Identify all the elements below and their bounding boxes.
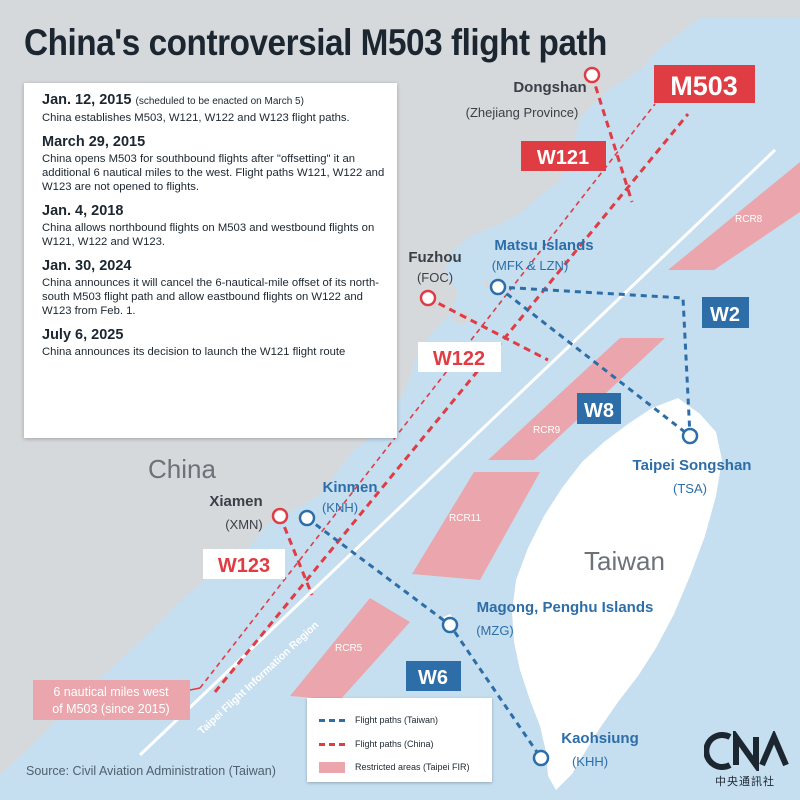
page-title: China's controversial M503 flight path bbox=[24, 22, 607, 63]
event-text: China establishes M503, W121, W122 and W… bbox=[42, 112, 350, 124]
legend-swatch-china bbox=[319, 742, 345, 746]
restricted-area-rcr9 bbox=[488, 338, 665, 460]
w2-badge bbox=[702, 297, 749, 328]
w8-badge bbox=[577, 393, 621, 424]
w122-flight-path bbox=[427, 296, 549, 362]
legend-swatch-restricted bbox=[319, 761, 345, 773]
cna-logo: 中央通訊社 bbox=[700, 731, 790, 791]
china-label: China bbox=[148, 454, 216, 484]
dongshan-code: (Zhejiang Province) bbox=[466, 105, 579, 120]
w8-label: W8 bbox=[584, 400, 614, 422]
timeline-event: Jan. 12, 2015 (scheduled to be enacted on… bbox=[42, 91, 387, 125]
matsu-code: (MFK & LZN) bbox=[492, 258, 569, 273]
w121-label: W121 bbox=[537, 147, 589, 169]
kaohsiung-name: Kaohsiung bbox=[561, 730, 639, 747]
w8-flight-path bbox=[497, 285, 691, 438]
offset-note-box bbox=[33, 680, 190, 720]
w122-badge bbox=[418, 342, 501, 372]
xiamen-name: Xiamen bbox=[209, 493, 262, 510]
w121-flight-path bbox=[590, 74, 634, 203]
restricted-area-rcr8 bbox=[668, 162, 800, 270]
rcr8-label: RCR8 bbox=[735, 214, 763, 225]
event-text: China announces its decision to launch t… bbox=[42, 346, 346, 358]
restricted-area-rcr11 bbox=[412, 472, 540, 580]
kinmen-marker bbox=[298, 509, 316, 527]
w6-badge bbox=[406, 661, 461, 691]
offset-note-line2: of M503 (since 2015) bbox=[52, 702, 169, 716]
magong-name: Magong, Penghu Islands bbox=[477, 599, 654, 616]
fuzhou-code: (FOC) bbox=[417, 270, 453, 285]
matsu-name: Matsu Islands bbox=[494, 237, 593, 254]
magong-code: (MZG) bbox=[476, 623, 514, 638]
source-note: Source: Civil Aviation Administration (T… bbox=[26, 764, 276, 778]
legend-item-restricted: Restricted areas (Taipei FIR) bbox=[319, 761, 470, 773]
w6-label: W6 bbox=[418, 667, 448, 689]
event-note: (scheduled to be enacted on March 5) bbox=[135, 96, 304, 107]
m503-label: M503 bbox=[670, 71, 738, 101]
fuzhou-name: Fuzhou bbox=[408, 249, 461, 266]
timeline-event: July 6, 2025 China announces its decisio… bbox=[42, 326, 387, 359]
w2-flight-path bbox=[497, 285, 692, 437]
m503-badge bbox=[654, 65, 755, 103]
magong-marker bbox=[441, 616, 459, 634]
event-date: Jan. 12, 2015 (scheduled to be enacted on… bbox=[42, 91, 387, 111]
event-text: China opens M503 for southbound flights … bbox=[42, 153, 385, 193]
event-text: China announces it will cancel the 6-nau… bbox=[42, 277, 379, 317]
w123-flight-path bbox=[278, 515, 314, 596]
event-date-text: Jan. 12, 2015 bbox=[42, 92, 132, 108]
w122-label: W122 bbox=[433, 348, 485, 370]
legend-label: Restricted areas (Taipei FIR) bbox=[355, 762, 470, 772]
w123-label: W123 bbox=[218, 555, 270, 577]
timeline-event: Jan. 30, 2024 China announces it will ca… bbox=[42, 257, 387, 318]
songshan-name: Taipei Songshan bbox=[633, 457, 752, 474]
rcr11-label: RCR11 bbox=[449, 513, 481, 524]
cna-logo-text: 中央通訊社 bbox=[715, 775, 775, 788]
legend-swatch-taiwan bbox=[319, 718, 345, 722]
event-date: July 6, 2025 bbox=[42, 327, 124, 343]
cna-logo-mark bbox=[704, 731, 789, 771]
event-text: China allows northbound flights on M503 … bbox=[42, 222, 375, 248]
restricted-area-rcr5 bbox=[290, 598, 410, 700]
legend-label: Flight paths (China) bbox=[355, 739, 434, 749]
w123-badge bbox=[203, 549, 285, 579]
timeline-event: Jan. 4, 2018 China allows northbound fli… bbox=[42, 202, 387, 249]
event-date: Jan. 30, 2024 bbox=[42, 258, 132, 274]
offset-note-line1: 6 nautical miles west bbox=[53, 685, 169, 699]
dongshan-marker bbox=[583, 66, 601, 84]
songshan-marker bbox=[681, 427, 699, 445]
rcr5-label: RCR5 bbox=[335, 643, 363, 654]
dongshan-name: Dongshan bbox=[513, 79, 586, 96]
taiwan-label: Taiwan bbox=[584, 546, 665, 576]
map-legend: Flight paths (Taiwan) Flight paths (Chin… bbox=[307, 698, 492, 782]
xiamen-code: (XMN) bbox=[225, 517, 263, 532]
timeline-panel: Jan. 12, 2015 (scheduled to be enacted on… bbox=[24, 83, 397, 438]
kaohsiung-code: (KHH) bbox=[572, 754, 608, 769]
w2-label: W2 bbox=[710, 304, 740, 326]
kaohsiung-marker bbox=[532, 749, 550, 767]
event-date: March 29, 2015 bbox=[42, 134, 146, 150]
kinmen-name: Kinmen bbox=[322, 479, 377, 496]
fuzhou-marker bbox=[419, 289, 437, 307]
matsu-marker bbox=[489, 278, 507, 296]
event-date: Jan. 4, 2018 bbox=[42, 203, 124, 219]
kinmen-code: (KNH) bbox=[322, 500, 358, 515]
m503-flight-path bbox=[213, 113, 690, 693]
coastal-island bbox=[452, 312, 472, 324]
xiamen-marker bbox=[271, 507, 289, 525]
timeline-event: March 29, 2015 China opens M503 for sout… bbox=[42, 133, 387, 194]
w121-badge bbox=[521, 141, 606, 171]
rcr9-label: RCR9 bbox=[533, 425, 561, 436]
songshan-code: (TSA) bbox=[673, 481, 707, 496]
offset-note-leader bbox=[189, 687, 201, 691]
taiwan-island bbox=[512, 398, 722, 790]
legend-item-china-paths: Flight paths (China) bbox=[319, 738, 434, 750]
legend-label: Flight paths (Taiwan) bbox=[355, 715, 439, 725]
legend-item-taiwan-paths: Flight paths (Taiwan) bbox=[319, 714, 438, 726]
m503-offset-path bbox=[199, 103, 656, 689]
